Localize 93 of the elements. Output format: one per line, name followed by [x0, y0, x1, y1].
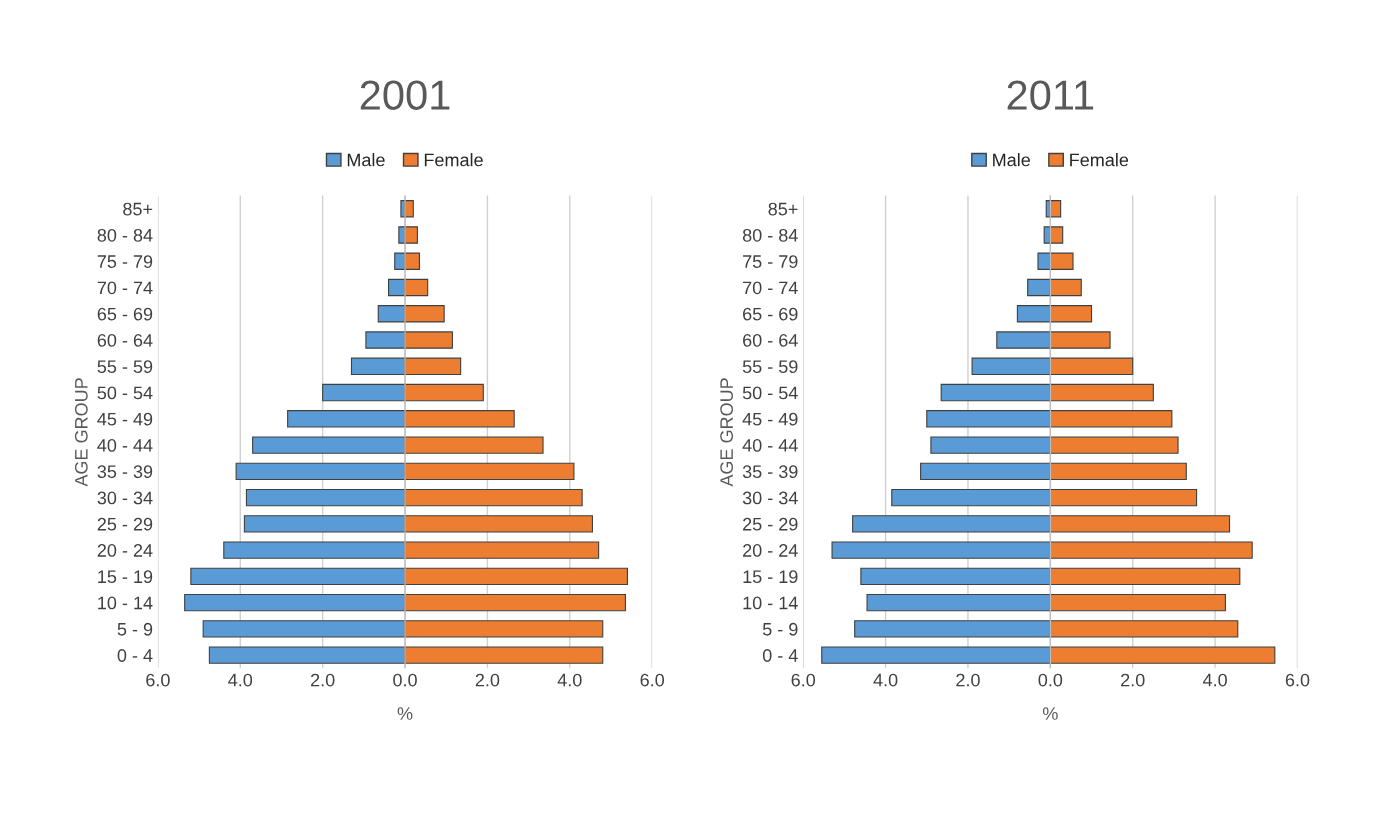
bar — [404, 410, 515, 428]
y-tick-label: 30 - 34 — [97, 491, 153, 505]
bar — [365, 331, 406, 349]
bar — [245, 488, 406, 507]
y-tick-label: 25 - 29 — [97, 517, 153, 531]
x-tick-label: 6.0 — [640, 673, 665, 687]
x-tick-label: 6.0 — [791, 673, 816, 687]
bar — [350, 357, 406, 375]
x-axis-title: % — [1042, 707, 1058, 720]
bar — [202, 620, 406, 638]
y-tick-label: 60 - 64 — [97, 333, 153, 347]
y-tick-label: 40 - 44 — [97, 439, 153, 452]
x-tick-label: 4.0 — [228, 673, 253, 687]
legend-label: Female — [424, 153, 483, 167]
legend-label: Female — [1070, 153, 1129, 167]
x-tick-label: 2.0 — [1121, 673, 1145, 687]
y-tick-label: 10 - 14 — [98, 596, 153, 610]
y-tick-label: 20 - 24 — [743, 544, 798, 557]
bar — [1049, 200, 1062, 218]
y-tick-label: 70 - 74 — [743, 281, 798, 295]
bar — [404, 515, 594, 533]
x-tick-label: 4.0 — [1202, 673, 1227, 687]
y-tick-label: 60 - 64 — [743, 333, 798, 347]
x-axis-title: % — [397, 707, 413, 720]
x-tick-label: 2.0 — [475, 673, 500, 687]
chart-title: 2001 — [360, 80, 450, 110]
bar — [287, 410, 406, 428]
bar — [404, 620, 604, 638]
x-tick-label: 2.0 — [956, 673, 980, 687]
x-tick-label: 0.0 — [393, 673, 417, 687]
bar — [223, 541, 406, 559]
bar — [208, 646, 406, 664]
x-tick-label: 4.0 — [557, 673, 582, 687]
x-tick-label: 6.0 — [146, 673, 170, 687]
bar — [404, 252, 421, 270]
y-tick-label: 40 - 44 — [742, 439, 798, 452]
x-tick-label: 0.0 — [1038, 673, 1063, 687]
x-tick-label: 6.0 — [1285, 673, 1310, 687]
y-tick-label: 75 - 79 — [743, 255, 798, 268]
bar — [190, 567, 406, 586]
bar — [404, 646, 604, 664]
y-tick-label: 15 - 19 — [743, 570, 798, 584]
x-tick-label: 4.0 — [873, 673, 898, 687]
y-tick-label: 25 - 29 — [743, 517, 798, 531]
y-tick-label: 35 - 39 — [97, 465, 153, 479]
bar — [404, 357, 462, 375]
chart-title: 2011 — [1007, 80, 1094, 110]
y-axis-title: AGE GROUP — [720, 378, 734, 487]
y-tick-label: 65 - 69 — [743, 307, 798, 321]
bar — [404, 305, 445, 323]
y-tick-label: 0 - 4 — [762, 649, 798, 662]
y-tick-label: 10 - 14 — [743, 596, 798, 610]
y-tick-label: 35 - 39 — [742, 465, 798, 479]
x-tick-label: 2.0 — [311, 673, 335, 687]
legend-label: Male — [993, 153, 1030, 167]
y-tick-label: 80 - 84 — [97, 228, 153, 242]
y-tick-label: 50 - 54 — [742, 386, 798, 400]
y-tick-label: 45 - 49 — [742, 412, 798, 426]
bar — [322, 383, 406, 402]
y-tick-label: 50 - 54 — [97, 386, 153, 400]
y-tick-label: 65 - 69 — [97, 307, 153, 321]
y-tick-label: 85+ — [768, 202, 798, 216]
y-tick-label: 85+ — [123, 202, 153, 216]
y-tick-label: 0 - 4 — [117, 649, 153, 662]
y-tick-label: 75 - 79 — [97, 255, 153, 268]
y-tick-label: 80 - 84 — [742, 228, 798, 242]
y-tick-label: 55 - 59 — [97, 360, 153, 374]
bar — [394, 252, 406, 270]
bar — [404, 488, 583, 507]
bar — [377, 305, 406, 323]
y-tick-label: 5 - 9 — [762, 622, 798, 636]
bar — [404, 436, 544, 454]
y-tick-label: 20 - 24 — [97, 544, 153, 557]
bar — [404, 226, 418, 244]
bar — [404, 462, 575, 481]
bar — [404, 541, 600, 559]
y-tick-label: 5 - 9 — [117, 622, 153, 636]
bar — [235, 462, 406, 481]
bar — [252, 436, 406, 454]
legend-label: Male — [347, 153, 385, 167]
bar — [404, 383, 484, 402]
bar — [404, 278, 429, 297]
bar — [404, 567, 629, 586]
bar — [243, 515, 406, 533]
y-tick-label: 70 - 74 — [97, 281, 153, 295]
y-tick-label: 30 - 34 — [742, 491, 798, 505]
bar — [404, 331, 453, 349]
y-tick-label: 15 - 19 — [98, 570, 153, 584]
y-tick-label: 45 - 49 — [97, 412, 153, 426]
y-tick-label: 55 - 59 — [742, 360, 798, 374]
bar — [184, 593, 406, 612]
y-axis-title: AGE GROUP — [74, 378, 88, 487]
bar — [404, 593, 626, 612]
